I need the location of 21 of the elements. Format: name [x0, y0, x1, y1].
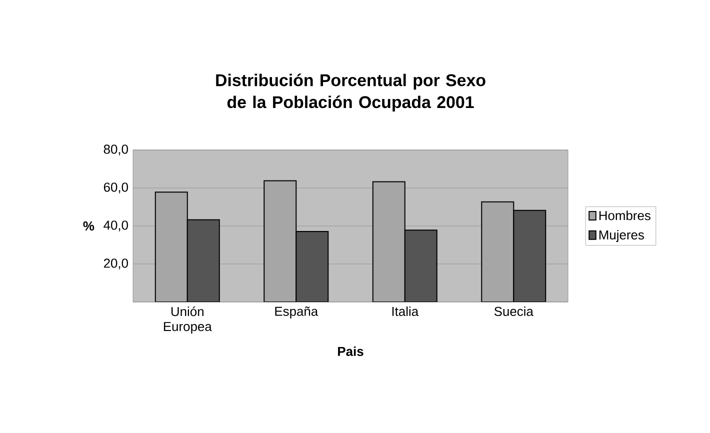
y-tick-label: 20,0	[104, 258, 128, 270]
legend-label: Mujeres	[599, 230, 644, 242]
x-axis-title: Pais	[338, 346, 364, 356]
bar	[372, 181, 406, 302]
x-tick-label: Suecia	[494, 306, 534, 316]
bar	[404, 230, 438, 302]
bar	[264, 180, 297, 302]
chart-title: Distribución Porcentual por Sexo de la Población Ocupada 2001	[216, 74, 486, 112]
y-tick-label: 80,0	[104, 144, 128, 156]
bar	[154, 192, 188, 302]
x-tick-label: Unión Europea	[164, 306, 212, 334]
bar	[186, 219, 220, 302]
bar	[513, 210, 546, 302]
x-tick-label: Italia	[392, 306, 419, 316]
y-tick-label: 40,0	[104, 220, 128, 232]
x-tick-label: España	[275, 306, 318, 318]
bar	[296, 230, 329, 302]
legend-label: Hombres	[599, 210, 650, 220]
y-tick-label: 60,0	[104, 182, 128, 194]
y-axis-title: %	[83, 221, 94, 231]
bar	[481, 201, 514, 302]
